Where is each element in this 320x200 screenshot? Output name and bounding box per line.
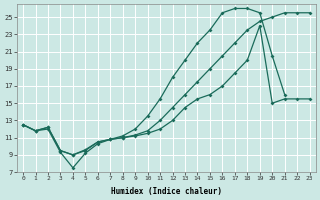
X-axis label: Humidex (Indice chaleur): Humidex (Indice chaleur) — [111, 187, 222, 196]
